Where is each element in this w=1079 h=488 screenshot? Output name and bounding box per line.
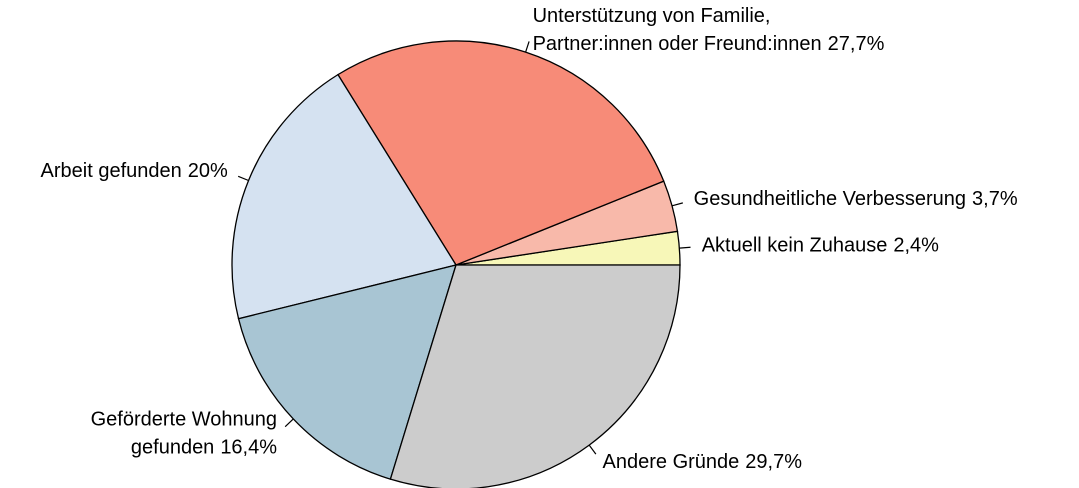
value-label: 20% [188,160,228,182]
slice-label: Arbeit gefunden 20% [41,160,228,182]
slice-label: Gesundheitliche Verbesserung 3,7% [694,188,1018,210]
label-tick [671,202,684,207]
label-line: Aktuell kein Zuhause [702,235,888,257]
pie-slice [237,264,457,480]
label-line: gefunden [131,437,214,459]
label-tick [588,444,597,455]
label-line: Partner:innen oder Freund:innen [533,33,822,55]
label-line: Arbeit gefunden [41,160,182,182]
label-tick [237,175,249,182]
label-tick [284,418,294,428]
slice-label: Unterstützung von Familie, Partner:innen … [533,5,885,55]
label-tick [525,41,530,53]
slice-label: Aktuell kein Zuhause 2,4% [702,235,939,257]
value-label: 29,7% [745,451,802,473]
slice-label: Andere Gründe 29,7% [603,451,803,473]
label-line: Unterstützung von Familie, [533,5,771,27]
pie-slice [231,73,458,320]
value-label: 16,4% [220,437,277,459]
slice-label: Geförderte Wohnung gefunden 16,4% [91,409,278,459]
value-label: 27,7% [828,33,885,55]
label-line: Geförderte Wohnung [91,409,277,431]
value-label: 3,7% [972,188,1018,210]
label-tick [679,246,691,249]
value-label: 2,4% [893,235,939,257]
label-line: Andere Gründe [603,451,740,473]
label-line: Gesundheitliche Verbesserung [694,188,966,210]
pie-slice [389,264,681,488]
